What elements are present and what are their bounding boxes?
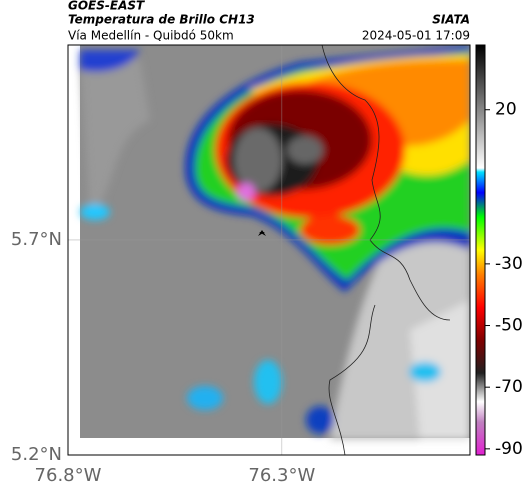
colorbar	[475, 44, 486, 456]
border	[321, 45, 451, 455]
colorbar-tick-label: -50	[495, 316, 523, 336]
route: Vía Medellín - Quibdó 50km	[68, 29, 234, 43]
colorbar-tick-label: -70	[495, 377, 523, 397]
location-marker	[258, 230, 266, 236]
y-tick-label: 5.2°N	[11, 444, 62, 465]
colorbar-tick-label: 20	[495, 100, 517, 120]
timestamp: 2024-05-01 17:09	[362, 29, 470, 43]
y-tick-label: 5.7°N	[11, 229, 62, 250]
subtitle: Temperatura de Brillo CH13	[68, 13, 255, 27]
x-tick-label: 76.8°W	[35, 465, 102, 486]
source: SIATA	[432, 13, 470, 27]
title: GOES-EAST	[68, 0, 145, 13]
x-tick-label: 76.3°W	[248, 465, 315, 486]
satellite-image	[68, 45, 470, 455]
map-frame	[67, 44, 471, 456]
colorbar-tick-label: -30	[495, 254, 523, 274]
colorbar-tick-label: -90	[495, 439, 523, 459]
